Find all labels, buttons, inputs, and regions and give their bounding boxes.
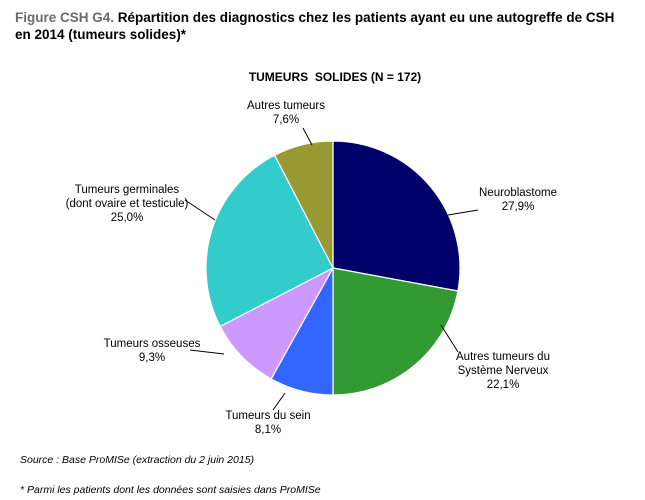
slice-name-label: Neuroblastome bbox=[479, 187, 557, 199]
slice-name-label: Tumeurs du sein bbox=[225, 410, 310, 422]
slice-name-label: Système Nerveux bbox=[458, 365, 549, 377]
slice-name-label: Tumeurs germinales bbox=[75, 184, 180, 196]
slice-name-label: Autres tumeurs du bbox=[456, 351, 550, 363]
slice-label: Autres tumeurs 7,6% bbox=[247, 100, 325, 126]
slice-name-label: (dont ovaire et testicule) bbox=[66, 198, 189, 210]
chart-title: TUMEURS SOLIDES (N = 172) bbox=[249, 70, 421, 84]
slice-percent-label: 27,9% bbox=[502, 201, 535, 213]
slice-percent-label: 8,1% bbox=[255, 424, 281, 436]
pie-chart: TUMEURS SOLIDES (N = 172) Neuroblastome 2… bbox=[66, 70, 557, 436]
slice-label: Tumeurs osseuses 9,3% bbox=[104, 338, 201, 364]
slice-percent-label: 7,6% bbox=[273, 114, 299, 126]
leader-line bbox=[302, 127, 313, 146]
slice-percent-label: 25,0% bbox=[111, 212, 144, 224]
figure-title: Figure CSH G4. Répartition des diagnosti… bbox=[15, 9, 630, 43]
slice-name-label: Tumeurs osseuses bbox=[104, 338, 201, 350]
slice-name-label: Autres tumeurs bbox=[247, 100, 325, 112]
slice-label: Tumeurs du sein 8,1% bbox=[225, 410, 310, 436]
leader-line bbox=[189, 349, 225, 355]
slice-label: Neuroblastome 27,9% bbox=[479, 187, 557, 213]
leader-line bbox=[440, 324, 459, 353]
slice-percent-label: 9,3% bbox=[139, 352, 165, 364]
pie-slice bbox=[273, 140, 334, 269]
source-note: Source : Base ProMISe (extraction du 2 j… bbox=[20, 454, 255, 466]
figure-prefix: Figure CSH G4. bbox=[15, 10, 115, 25]
pie-slice bbox=[205, 154, 334, 328]
footnote: * Parmi les patients dont les données so… bbox=[20, 484, 321, 496]
leader-line bbox=[447, 209, 479, 216]
figure-title-text: Répartition des diagnostics chez les pat… bbox=[15, 10, 615, 42]
pie-slice bbox=[332, 140, 461, 292]
leader-line bbox=[272, 392, 286, 411]
leader-line bbox=[184, 199, 216, 221]
slice-label: Autres tumeurs du Système Nerveux 22,1% bbox=[456, 351, 550, 391]
pie-slice bbox=[332, 267, 459, 396]
slice-percent-label: 22,1% bbox=[487, 379, 520, 391]
slice-label: Tumeurs germinales (dont ovaire et testic… bbox=[66, 184, 189, 224]
